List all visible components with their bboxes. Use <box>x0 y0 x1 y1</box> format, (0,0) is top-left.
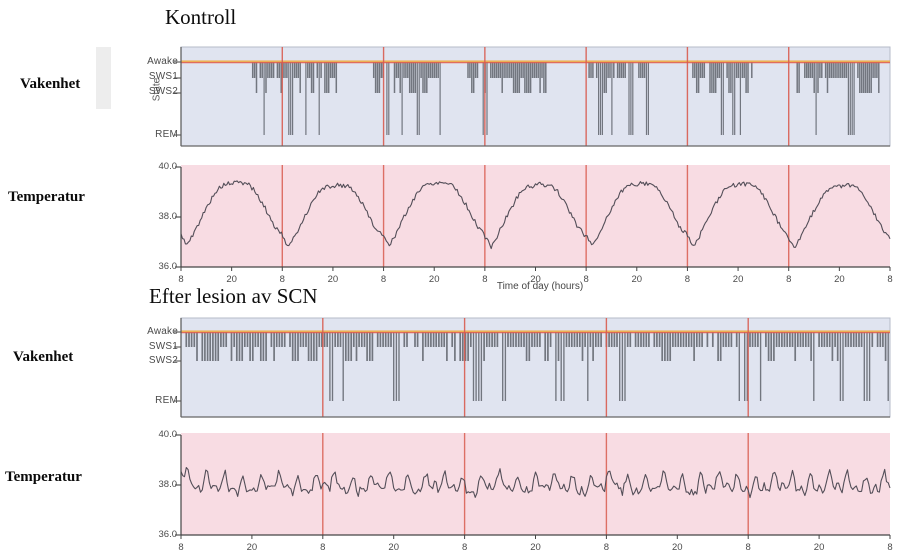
ytick-38-control: 38.0 <box>158 211 178 222</box>
state-label-sws1-lesion: SWS1 <box>148 341 178 352</box>
section-title-control: Kontroll <box>165 5 237 29</box>
x-tick-label: 20 <box>530 274 541 285</box>
section-title-lesion: Efter lesion av SCN <box>149 284 318 308</box>
hypnogram-plot-lesion <box>174 317 891 418</box>
x-tick-label: 8 <box>746 542 751 553</box>
x-tick-label: 8 <box>786 274 791 285</box>
x-tick-label: 20 <box>814 542 825 553</box>
x-tick-label: 8 <box>604 542 609 553</box>
xaxis-title-control: Time of day (hours) <box>496 281 584 292</box>
x-tick-label: 20 <box>247 542 258 553</box>
x-tick-label: 8 <box>381 274 386 285</box>
hypnogram-plot-control <box>174 46 891 147</box>
row-label-wakefulness-lesion: Vakenhet <box>13 349 74 365</box>
temperature-plot-control: 8 20 8 20 8 20 8 20 8 20 8 20 8 20 8 <box>175 165 893 285</box>
x-tick-label: 20 <box>226 274 237 285</box>
row-label-temperature-control: Temperatur <box>8 189 85 205</box>
x-tick-label: 20 <box>328 274 339 285</box>
x-tick-label: 8 <box>280 274 285 285</box>
row-label-wakefulness-control: Vakenhet <box>20 76 81 92</box>
row-label-temperature-lesion: Temperatur <box>5 469 82 485</box>
ytick-40-lesion: 40.0 <box>158 429 178 440</box>
state-label-sws1-control: SWS1 <box>148 71 178 82</box>
state-label-rem-control: REM <box>155 129 178 140</box>
ytick-36-lesion: 36.0 <box>158 529 178 540</box>
state-label-awake-control: Awake <box>147 56 178 67</box>
x-tick-label: 20 <box>733 274 744 285</box>
state-label-sws2-lesion: SWS2 <box>148 355 178 366</box>
scan-artifact <box>96 47 111 109</box>
x-tick-label: 20 <box>672 542 683 553</box>
x-tick-label: 8 <box>887 274 892 285</box>
ytick-38-lesion: 38.0 <box>158 479 178 490</box>
x-tick-label: 20 <box>429 274 440 285</box>
x-tick-label: 8 <box>462 542 467 553</box>
temperature-plot-lesion: 8 20 8 20 8 20 8 20 8 20 8 <box>175 433 893 553</box>
x-tick-label: 8 <box>482 274 487 285</box>
ytick-36-control: 36.0 <box>158 261 178 272</box>
x-tick-label: 8 <box>178 274 183 285</box>
state-label-sws2-control: SWS2 <box>148 86 178 97</box>
state-label-awake-lesion: Awake <box>147 326 178 337</box>
x-tick-label: 20 <box>530 542 541 553</box>
x-tick-label: 8 <box>685 274 690 285</box>
x-tick-label: 8 <box>887 542 892 553</box>
x-tick-label: 20 <box>388 542 399 553</box>
x-tick-label: 8 <box>583 274 588 285</box>
state-label-rem-lesion: REM <box>155 395 178 406</box>
x-tick-label: 8 <box>320 542 325 553</box>
x-tick-label: 20 <box>834 274 845 285</box>
ytick-40-control: 40.0 <box>158 161 178 172</box>
x-tick-label: 8 <box>178 542 183 553</box>
x-tick-label: 20 <box>631 274 642 285</box>
